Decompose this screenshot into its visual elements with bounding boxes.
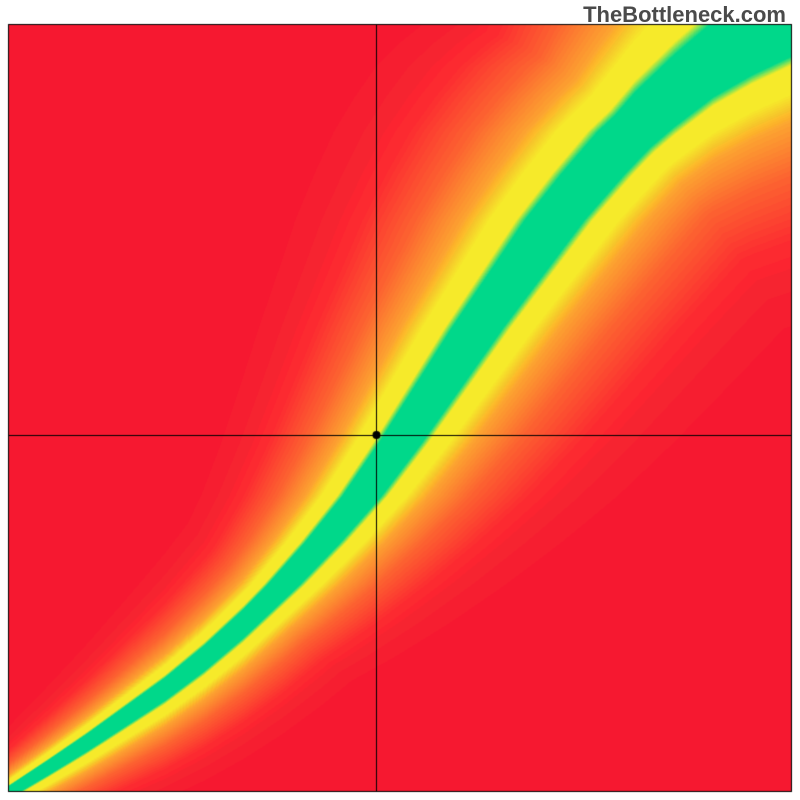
watermark-text: TheBottleneck.com	[583, 2, 786, 28]
heatmap-canvas	[0, 0, 800, 800]
chart-container: TheBottleneck.com	[0, 0, 800, 800]
